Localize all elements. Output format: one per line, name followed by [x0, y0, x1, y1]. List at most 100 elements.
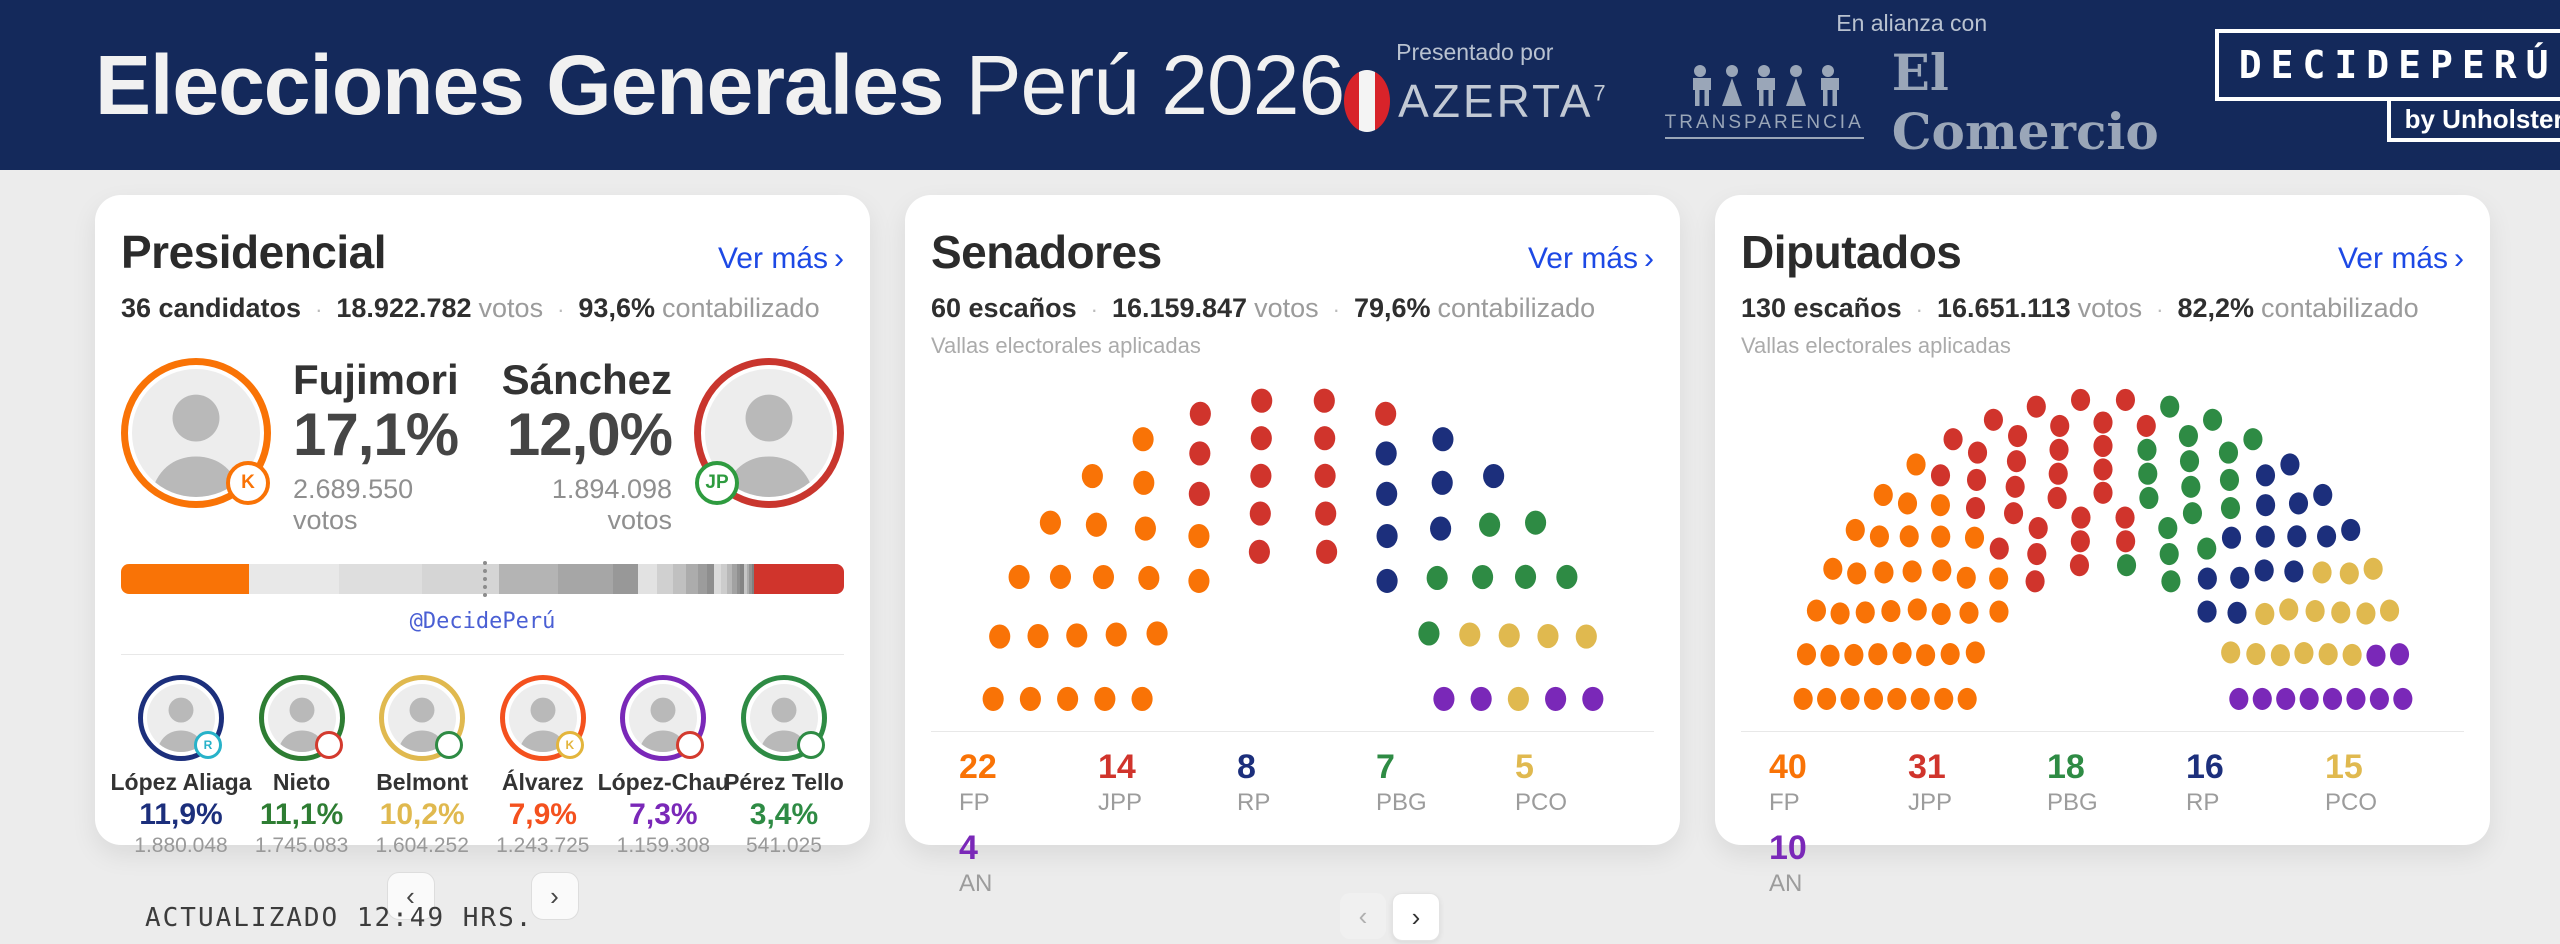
avatar-photo-placeholder: [267, 684, 336, 753]
seat-dot: [1988, 600, 2009, 623]
legend-party-label: PCO: [2325, 789, 2378, 816]
seat-dot: [2228, 687, 2248, 710]
vote-bar-segment: [498, 564, 558, 595]
party-badge: K: [226, 461, 270, 505]
seat-dot: [2136, 438, 2157, 461]
seat-dot: [1931, 559, 1951, 582]
chevron-right-icon: ›: [1644, 242, 1654, 275]
seat-dot: [1376, 523, 1398, 549]
divider: [1741, 731, 2464, 732]
candidates-prev-button[interactable]: ‹: [386, 872, 435, 921]
stat-label: votos: [1254, 293, 1319, 323]
stat-value: 18.922.782: [336, 293, 472, 323]
avatar-photo-placeholder: [705, 369, 833, 497]
azerta-wordmark: AZERTA7: [1398, 74, 1608, 128]
card-title-presidencial: Presidencial: [121, 226, 387, 278]
page-title-regular: Perú 2026: [965, 37, 1346, 132]
featured-name: Fujimori: [293, 356, 459, 403]
card-presidencial-head: Presidencial Ver más ›: [121, 225, 844, 279]
seat-dot: [1873, 561, 1894, 584]
seat-dot: [1899, 525, 1919, 548]
stat-label: contabilizado: [1437, 293, 1596, 323]
seat-dot: [1498, 623, 1520, 648]
vote-bar-segment: [714, 564, 721, 595]
stats-diputados: 130 escaños · 16.651.113 votos · 82,2% contabi…: [1741, 293, 2464, 324]
candidate-tile: K Álvarez 7,9% 1.243.725: [483, 675, 603, 858]
page-title: Elecciones Generales Perú 2026: [95, 37, 1346, 134]
seat-dot: [2255, 494, 2275, 517]
candidate-votes: 1.604.252: [375, 834, 469, 858]
candidate-votes: 1.243.725: [496, 834, 590, 858]
seat-dot: [2196, 600, 2217, 623]
decideperu-wordmark: DECIDEPERÚ: [2214, 28, 2560, 101]
seat-dot: [2115, 530, 2135, 553]
seat-dot: [2342, 643, 2362, 667]
legend-item: 5 PCO: [1515, 748, 1654, 817]
candidate-name: López-Chau: [597, 769, 730, 796]
card-senadores-head: Senadores Ver más ›: [931, 225, 1654, 279]
seat-dot: [2392, 687, 2412, 710]
seat-dot: [2254, 602, 2274, 626]
avatar-photo-placeholder: [629, 684, 698, 753]
seat-dot: [1431, 427, 1453, 452]
seat-dot: [1432, 686, 1454, 711]
legend-item: 15 PCO: [2325, 748, 2464, 817]
seat-dot: [1822, 557, 1842, 580]
seat-dot: [2322, 687, 2342, 710]
seat-dot: [1930, 525, 1950, 548]
seat-dot: [2220, 641, 2240, 664]
ver-mas-label: Ver más: [1527, 242, 1638, 275]
seat-dot: [1793, 687, 1813, 710]
seat-dot: [1134, 516, 1156, 541]
seat-dot: [2363, 557, 2383, 580]
seat-dot: [1930, 494, 1950, 517]
candidate-percent: 7,9%: [508, 798, 577, 832]
transparencia-logo: TRANSPARENCIA: [1664, 64, 1864, 139]
vote-bar-segment: [422, 564, 499, 595]
ver-mas-link-diputados[interactable]: Ver más ›: [2338, 242, 2464, 276]
alliance-block: En alianza con TRANSPARENCI: [1664, 10, 2159, 161]
candidate-votes: 1.880.048: [134, 834, 228, 858]
legend-seats: 40: [1769, 748, 1807, 786]
seat-dot: [1375, 441, 1397, 466]
candidates-next-button[interactable]: ›: [530, 872, 579, 921]
seat-dot: [2114, 506, 2135, 529]
seat-dot: [1470, 686, 1492, 711]
seat-dot: [1933, 687, 1953, 710]
seat-dot: [1188, 481, 1210, 506]
vote-bar-segment: [749, 564, 752, 595]
azerta-sup: 7: [1593, 80, 1609, 106]
seat-dot: [1478, 512, 1500, 537]
seat-dot: [2026, 542, 2046, 566]
card-diputados-head: Diputados Ver más ›: [1741, 225, 2464, 279]
featured-percent: 17,1%: [293, 401, 459, 469]
legend-item: 22 FP: [959, 748, 1098, 817]
seat-dot: [1905, 453, 1926, 476]
page-next-button[interactable]: ›: [1392, 893, 1440, 941]
stats-senadores: 60 escaños · 16.159.847 votos · 79,6% contabil…: [931, 293, 1654, 324]
card-title-senadores: Senadores: [931, 226, 1162, 278]
page-prev-button[interactable]: ‹: [1340, 893, 1386, 939]
stat-value: 16.159.847: [1111, 293, 1248, 323]
seat-dot: [2275, 687, 2295, 710]
vote-bar-segment: [557, 564, 613, 595]
stat-label: contabilizado: [2261, 293, 2419, 323]
seat-dot: [2092, 481, 2113, 504]
seat-dot: [2006, 450, 2026, 473]
decideperu-logo: DECIDEPERÚ by Unholster: [2214, 28, 2560, 142]
divider: [931, 731, 1654, 732]
legend-item: 10 AN: [1769, 829, 1908, 898]
ver-mas-link-senadores[interactable]: Ver más ›: [1528, 242, 1654, 276]
ver-mas-link-presidencial[interactable]: Ver más ›: [718, 242, 844, 276]
legend-seats: 15: [2325, 748, 2363, 786]
seat-dot: [2255, 525, 2275, 548]
legend-party-label: RP: [2186, 789, 2220, 816]
seat-dot: [1315, 539, 1337, 564]
avatar: K: [499, 675, 586, 762]
note-diputados: Vallas electorales aplicadas: [1741, 333, 2011, 358]
legend-party-label: AN: [959, 870, 993, 897]
seat-dot: [1965, 641, 1985, 664]
legend-item: 7 PBG: [1376, 748, 1515, 817]
seat-dot: [1132, 470, 1154, 495]
party-badge: [796, 731, 825, 760]
